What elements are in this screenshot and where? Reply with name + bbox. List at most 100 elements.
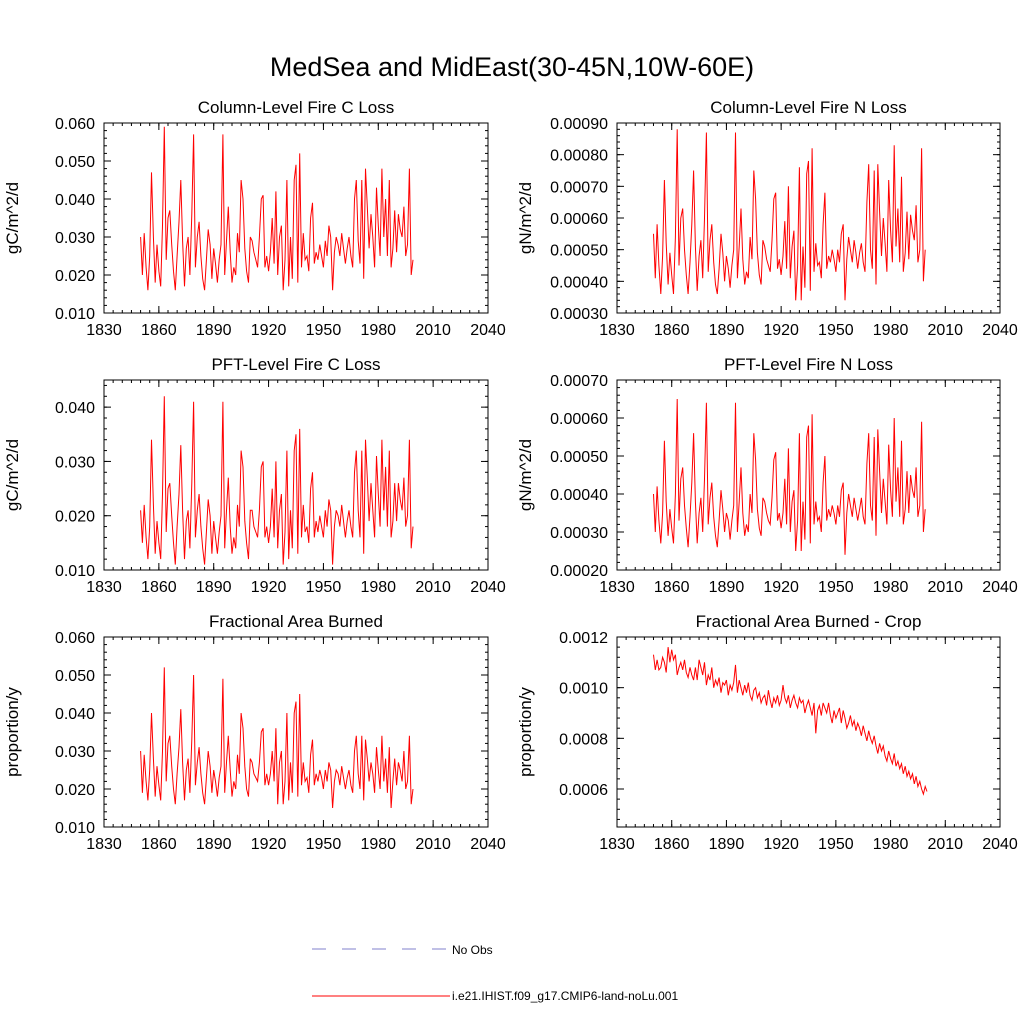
x-tick-label: 1980 <box>873 322 909 339</box>
x-tick-label: 1950 <box>306 322 342 339</box>
y-tick-label: 0.00030 <box>550 525 608 542</box>
x-tick-label: 2010 <box>415 836 451 853</box>
legend-model-label: i.e21.IHIST.f09_g17.CMIP6-land-noLu.001 <box>452 989 678 1003</box>
y-tick-label: 0.0010 <box>559 681 608 698</box>
y-tick-label: 0.050 <box>55 668 95 685</box>
y-tick-label: 0.020 <box>55 268 95 285</box>
y-tick-label: 0.020 <box>55 509 95 526</box>
x-tick-label: 1830 <box>599 836 635 853</box>
x-tick-label: 2040 <box>470 322 506 339</box>
chart-panel-2: Column-Level Fire N Loss gN/m^2/d 1830 1860… <box>516 98 1018 339</box>
x-tick-label: 2010 <box>415 579 451 596</box>
x-tick-label: 1980 <box>360 836 396 853</box>
chart-panel-4: PFT-Level Fire N Loss gN/m^2/d 1830 1860 189… <box>516 355 1018 596</box>
x-tick-label: 1860 <box>141 322 177 339</box>
y-tick-label: 0.030 <box>55 230 95 247</box>
x-tick-label: 1920 <box>251 836 287 853</box>
x-tick-label: 1950 <box>818 579 854 596</box>
chart-panel-5: Fractional Area Burned proportion/y 1830 18… <box>3 612 506 853</box>
y-tick-label: 0.040 <box>55 400 95 417</box>
plot-frame <box>616 379 1001 571</box>
y-tick-label: 0.00080 <box>550 148 608 165</box>
x-tick-label: 1980 <box>360 579 396 596</box>
plot-frame <box>103 636 489 828</box>
y-tick-label: 0.0006 <box>559 782 608 799</box>
y-tick-label: 0.030 <box>55 454 95 471</box>
x-tick-label: 1860 <box>654 836 690 853</box>
y-tick-label: 0.00060 <box>550 411 608 428</box>
x-tick-label: 1920 <box>763 322 799 339</box>
y-tick-label: 0.060 <box>55 116 95 133</box>
y-tick-label: 0.00070 <box>550 179 608 196</box>
x-tick-label: 2010 <box>927 836 963 853</box>
y-tick-label: 0.010 <box>55 306 95 323</box>
chart-panel-1: Column-Level Fire C Loss gC/m^2/d 1830 1860… <box>3 98 506 339</box>
x-tick-label: 2040 <box>470 836 506 853</box>
x-tick-label: 1830 <box>599 579 635 596</box>
plot-frame <box>616 636 1001 828</box>
y-tick-label: 0.0008 <box>559 731 608 748</box>
x-tick-label: 1860 <box>141 579 177 596</box>
y-axis-label: gN/m^2/d <box>516 439 535 511</box>
chart-title: Column-Level Fire C Loss <box>198 98 395 117</box>
x-tick-label: 1830 <box>86 322 122 339</box>
x-tick-label: 1890 <box>709 579 745 596</box>
x-tick-label: 1920 <box>251 322 287 339</box>
x-tick-label: 1920 <box>251 579 287 596</box>
legend-obs-label: No Obs <box>452 943 493 957</box>
x-tick-label: 1920 <box>763 836 799 853</box>
x-tick-label: 1890 <box>196 579 232 596</box>
x-tick-label: 2040 <box>982 322 1018 339</box>
y-tick-label: 0.060 <box>55 630 95 647</box>
y-tick-label: 0.030 <box>55 744 95 761</box>
y-axis-label: gC/m^2/d <box>3 182 22 254</box>
y-tick-label: 0.00020 <box>550 563 608 580</box>
x-tick-label: 1980 <box>873 579 909 596</box>
y-tick-label: 0.00060 <box>550 211 608 228</box>
x-tick-label: 2040 <box>470 579 506 596</box>
y-tick-label: 0.040 <box>55 192 95 209</box>
x-tick-label: 1890 <box>196 322 232 339</box>
y-tick-label: 0.00050 <box>550 243 608 260</box>
plot-frame <box>103 122 489 314</box>
y-tick-label: 0.010 <box>55 820 95 837</box>
x-tick-label: 1890 <box>709 836 745 853</box>
series-line <box>653 398 926 555</box>
x-tick-label: 1860 <box>654 579 690 596</box>
chart-panel-6: Fractional Area Burned - Crop proportion/… <box>516 612 1018 853</box>
chart-panels: Column-Level Fire C Loss gC/m^2/d 1830 1860… <box>3 98 1018 853</box>
y-axis-label: gN/m^2/d <box>516 182 535 254</box>
y-tick-label: 0.00070 <box>550 373 608 390</box>
x-tick-label: 1950 <box>306 836 342 853</box>
plot-frame <box>616 122 1001 314</box>
x-tick-label: 1830 <box>86 579 122 596</box>
chart-title: Column-Level Fire N Loss <box>710 98 907 117</box>
chart-panel-3: PFT-Level Fire C Loss gC/m^2/d 1830 1860 189… <box>3 355 506 596</box>
y-tick-label: 0.00040 <box>550 487 608 504</box>
page-title: MedSea and MidEast(30-45N,10W-60E) <box>270 52 754 82</box>
y-axis-label: proportion/y <box>3 687 22 777</box>
x-tick-label: 1950 <box>818 322 854 339</box>
x-tick-label: 2040 <box>982 836 1018 853</box>
y-axis-label: proportion/y <box>516 687 535 777</box>
chart-title: PFT-Level Fire N Loss <box>724 355 893 374</box>
x-tick-label: 2010 <box>415 322 451 339</box>
series-line <box>140 126 414 291</box>
x-tick-label: 1830 <box>86 836 122 853</box>
x-tick-label: 1890 <box>196 836 232 853</box>
chart-title: Fractional Area Burned - Crop <box>696 612 922 631</box>
x-tick-label: 1980 <box>360 322 396 339</box>
x-tick-label: 1950 <box>306 579 342 596</box>
y-axis-label: gC/m^2/d <box>3 439 22 511</box>
series-line <box>653 647 928 796</box>
y-tick-label: 0.00090 <box>550 116 608 133</box>
y-tick-label: 0.00030 <box>550 306 608 323</box>
x-tick-label: 1860 <box>654 322 690 339</box>
x-tick-label: 1980 <box>873 836 909 853</box>
y-tick-label: 0.010 <box>55 563 95 580</box>
series-line <box>653 129 926 301</box>
x-tick-label: 2010 <box>927 322 963 339</box>
chart-title: PFT-Level Fire C Loss <box>211 355 380 374</box>
x-tick-label: 1890 <box>709 322 745 339</box>
